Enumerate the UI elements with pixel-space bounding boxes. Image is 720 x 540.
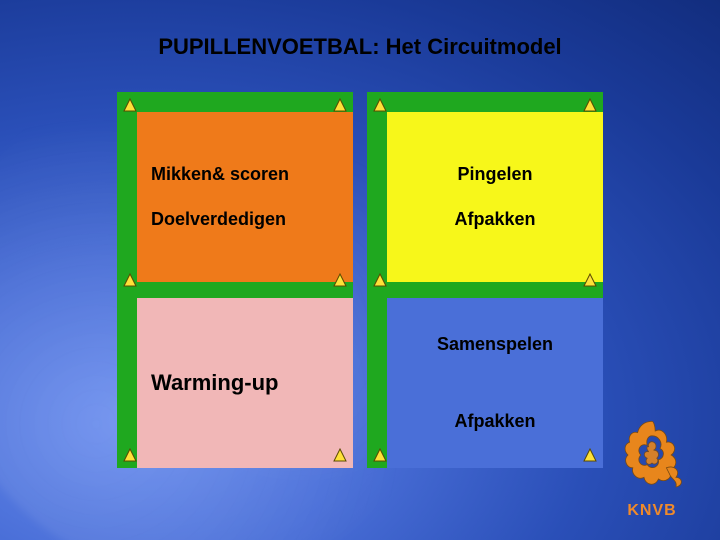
- panel-line: Samenspelen: [437, 334, 553, 355]
- field-right: Pingelen Afpakken Samenspelen Afpakken: [367, 92, 603, 468]
- panel-mikken: Mikken& scoren Doelverdedigen: [137, 112, 353, 282]
- panel-warmingup: Warming-up: [137, 298, 353, 468]
- cone-icon: [373, 98, 387, 112]
- cone-icon: [583, 98, 597, 112]
- knvb-logo-text: KNVB: [604, 502, 700, 520]
- field-left: Mikken& scoren Doelverdedigen Warming-up: [117, 92, 353, 468]
- cone-icon: [373, 273, 387, 287]
- cone-icon: [583, 273, 597, 287]
- panel-line: Mikken& scoren: [151, 164, 339, 185]
- cone-icon: [333, 273, 347, 287]
- fields-container: Mikken& scoren Doelverdedigen Warming-up P…: [117, 92, 603, 468]
- panel-line: Doelverdedigen: [151, 209, 339, 230]
- panel-line: Afpakken: [454, 209, 535, 230]
- cone-icon: [123, 448, 137, 462]
- cone-icon: [583, 448, 597, 462]
- cone-icon: [333, 98, 347, 112]
- panel-samenspelen: Samenspelen Afpakken: [387, 298, 603, 468]
- cone-icon: [123, 98, 137, 112]
- cone-icon: [123, 273, 137, 287]
- lion-icon: [612, 415, 692, 495]
- cone-icon: [373, 448, 387, 462]
- panel-line: Warming-up: [151, 370, 339, 396]
- knvb-logo: KNVB: [604, 415, 700, 520]
- panel-pingelen: Pingelen Afpakken: [387, 112, 603, 282]
- page-title: PUPILLENVOETBAL: Het Circuitmodel: [0, 34, 720, 60]
- panel-line: Afpakken: [454, 411, 535, 432]
- panel-line: Pingelen: [457, 164, 532, 185]
- cone-icon: [333, 448, 347, 462]
